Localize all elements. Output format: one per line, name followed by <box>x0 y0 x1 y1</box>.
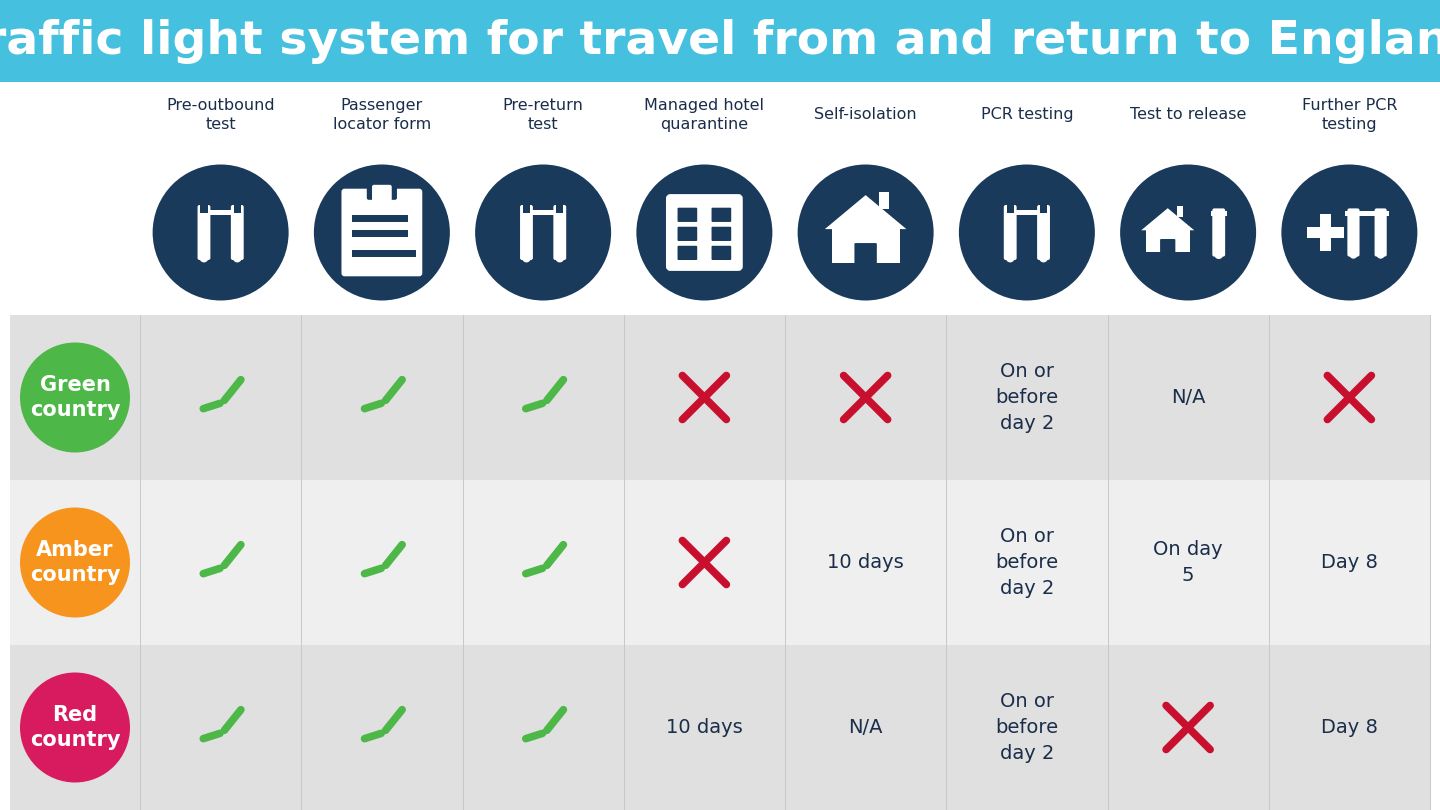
Text: Green
country: Green country <box>30 375 121 420</box>
FancyBboxPatch shape <box>1345 211 1388 216</box>
FancyBboxPatch shape <box>1146 229 1189 253</box>
FancyBboxPatch shape <box>667 195 742 270</box>
FancyBboxPatch shape <box>10 645 1430 810</box>
Text: N/A: N/A <box>848 718 883 737</box>
Circle shape <box>233 254 242 262</box>
Text: Self-isolation: Self-isolation <box>814 107 917 122</box>
Circle shape <box>1005 254 1015 262</box>
Circle shape <box>798 164 933 301</box>
Text: N/A: N/A <box>1171 388 1205 407</box>
FancyBboxPatch shape <box>233 205 240 213</box>
FancyBboxPatch shape <box>711 227 732 241</box>
FancyBboxPatch shape <box>1007 205 1014 213</box>
Circle shape <box>1214 250 1223 259</box>
Text: On or
before
day 2: On or before day 2 <box>995 527 1058 598</box>
Circle shape <box>556 254 564 262</box>
Circle shape <box>314 164 449 301</box>
FancyBboxPatch shape <box>0 0 1440 82</box>
FancyBboxPatch shape <box>832 228 900 263</box>
Circle shape <box>1120 164 1256 301</box>
FancyBboxPatch shape <box>711 207 732 222</box>
FancyBboxPatch shape <box>10 315 1430 480</box>
FancyBboxPatch shape <box>1308 228 1345 237</box>
Text: Passenger
locator form: Passenger locator form <box>333 97 431 132</box>
FancyBboxPatch shape <box>367 180 397 200</box>
FancyBboxPatch shape <box>678 245 697 260</box>
FancyBboxPatch shape <box>1037 205 1050 260</box>
FancyBboxPatch shape <box>880 192 890 209</box>
Text: Red
country: Red country <box>30 705 121 750</box>
Text: 10 days: 10 days <box>665 718 743 737</box>
Circle shape <box>523 254 531 262</box>
FancyBboxPatch shape <box>200 205 207 213</box>
Circle shape <box>1040 254 1048 262</box>
Circle shape <box>475 164 611 301</box>
FancyBboxPatch shape <box>351 250 416 257</box>
FancyBboxPatch shape <box>351 229 408 237</box>
FancyBboxPatch shape <box>197 205 210 260</box>
Circle shape <box>200 254 209 262</box>
Text: Test to release: Test to release <box>1130 107 1246 122</box>
Text: On or
before
day 2: On or before day 2 <box>995 362 1058 433</box>
Circle shape <box>20 343 130 453</box>
Text: 10 days: 10 days <box>827 553 904 572</box>
Circle shape <box>636 164 772 301</box>
Circle shape <box>959 164 1094 301</box>
Circle shape <box>20 672 130 782</box>
Text: Pre-outbound
test: Pre-outbound test <box>166 97 275 132</box>
Text: On or
before
day 2: On or before day 2 <box>995 693 1058 763</box>
FancyBboxPatch shape <box>372 185 392 206</box>
Text: Amber
country: Amber country <box>30 539 121 586</box>
FancyBboxPatch shape <box>351 215 408 222</box>
FancyBboxPatch shape <box>1004 205 1017 260</box>
FancyBboxPatch shape <box>1375 208 1387 257</box>
FancyBboxPatch shape <box>341 189 422 276</box>
Text: Day 8: Day 8 <box>1320 553 1378 572</box>
FancyBboxPatch shape <box>520 205 533 260</box>
Circle shape <box>1377 250 1385 258</box>
Text: Further PCR
testing: Further PCR testing <box>1302 97 1397 132</box>
Text: Managed hotel
quarantine: Managed hotel quarantine <box>644 97 765 132</box>
FancyBboxPatch shape <box>1040 205 1047 213</box>
FancyBboxPatch shape <box>10 480 1430 645</box>
Circle shape <box>1349 250 1358 258</box>
FancyBboxPatch shape <box>678 227 697 241</box>
Text: Traffic light system for travel from and return to England: Traffic light system for travel from and… <box>0 19 1440 63</box>
Text: On day
5: On day 5 <box>1153 540 1223 585</box>
FancyBboxPatch shape <box>1212 208 1225 257</box>
FancyBboxPatch shape <box>523 210 564 215</box>
FancyBboxPatch shape <box>1348 208 1359 257</box>
FancyBboxPatch shape <box>523 205 530 213</box>
Text: Day 8: Day 8 <box>1320 718 1378 737</box>
FancyBboxPatch shape <box>1176 206 1184 217</box>
FancyBboxPatch shape <box>1320 214 1331 251</box>
Text: Pre-return
test: Pre-return test <box>503 97 583 132</box>
FancyBboxPatch shape <box>678 207 697 222</box>
Text: PCR testing: PCR testing <box>981 107 1073 122</box>
Polygon shape <box>825 195 906 229</box>
Circle shape <box>153 164 288 301</box>
FancyBboxPatch shape <box>200 210 242 215</box>
FancyBboxPatch shape <box>1161 239 1175 254</box>
FancyBboxPatch shape <box>556 205 563 213</box>
FancyBboxPatch shape <box>711 245 732 260</box>
FancyBboxPatch shape <box>553 205 566 260</box>
FancyBboxPatch shape <box>1005 210 1048 215</box>
Circle shape <box>20 508 130 617</box>
FancyBboxPatch shape <box>230 205 243 260</box>
FancyBboxPatch shape <box>1211 211 1227 216</box>
Polygon shape <box>1142 208 1194 230</box>
Circle shape <box>1282 164 1417 301</box>
FancyBboxPatch shape <box>854 243 877 264</box>
